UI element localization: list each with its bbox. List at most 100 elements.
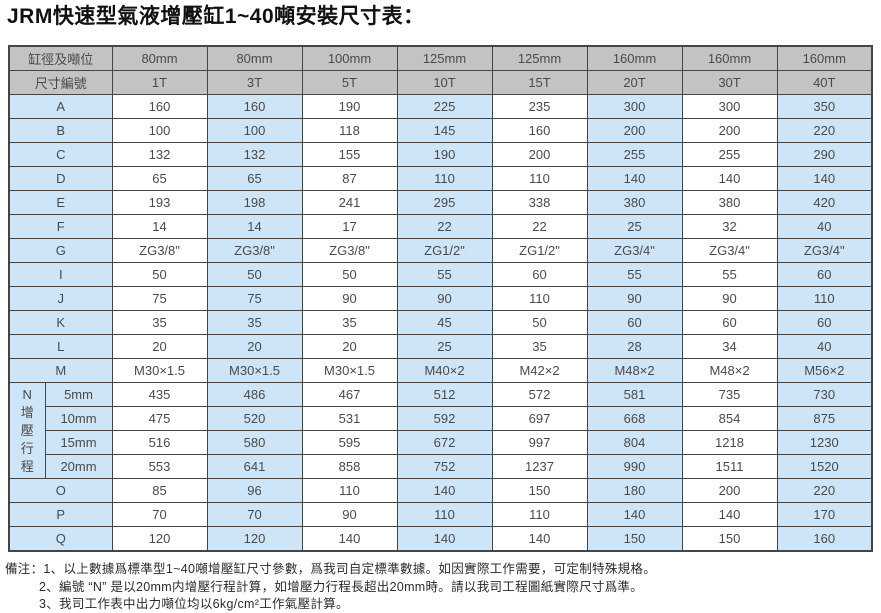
- value-cell: 1511: [681, 454, 778, 479]
- value-cell: 516: [111, 430, 208, 455]
- value-cell: 90: [681, 286, 778, 311]
- value-cell: 40: [776, 334, 873, 359]
- value-cell: 380: [681, 190, 778, 215]
- value-cell: 350: [776, 94, 873, 119]
- value-cell: 90: [586, 286, 683, 311]
- value-cell: 22: [396, 214, 493, 239]
- value-cell: 290: [776, 142, 873, 167]
- value-cell: 50: [206, 262, 303, 287]
- value-cell: 581: [586, 382, 683, 407]
- value-cell: 60: [491, 262, 588, 287]
- table-row: B 100 100 118 145 160 200 200 220: [8, 118, 873, 143]
- table-row: C 132 132 155 190 200 255 255 290: [8, 142, 873, 167]
- value-cell: 140: [301, 526, 398, 552]
- table-row: P 70 70 90 110 110 140 140 170: [8, 502, 873, 527]
- value-cell: 531: [301, 406, 398, 431]
- value-cell: 140: [586, 166, 683, 191]
- value-cell: 110: [396, 166, 493, 191]
- table-row: 缸徑及噸位 80mm 80mm 100mm 125mm 125mm 160mm 160mm 16…: [8, 45, 873, 71]
- header-label: 尺寸編號: [8, 70, 113, 95]
- value-cell: 22: [491, 214, 588, 239]
- value-cell: 110: [776, 286, 873, 311]
- value-cell: 1218: [681, 430, 778, 455]
- value-cell: 140: [776, 166, 873, 191]
- row-label: J: [8, 286, 113, 311]
- value-cell: 190: [396, 142, 493, 167]
- table-row: 20mm 553 641 858 752 1237 990 1511 1520: [9, 454, 873, 479]
- value-cell: 672: [396, 430, 493, 455]
- value-cell: 520: [206, 406, 303, 431]
- value-cell: 35: [301, 310, 398, 335]
- value-cell: ZG1/2": [491, 238, 588, 263]
- note-line-1: 備注：1、以上數據爲標準型1~40噸增壓缸尺寸參數，爲我司自定標準數據。如因實際…: [5, 561, 881, 579]
- value-cell: 1237: [491, 454, 588, 479]
- value-cell: 858: [301, 454, 398, 479]
- value-cell: 140: [396, 478, 493, 503]
- value-cell: 20: [301, 334, 398, 359]
- row-label: E: [8, 190, 113, 215]
- value-cell: 110: [301, 478, 398, 503]
- row-label: D: [8, 166, 113, 191]
- dimension-table: 缸徑及噸位 80mm 80mm 100mm 125mm 125mm 160mm 160mm 16…: [8, 45, 874, 552]
- notes-prefix: 備注：: [5, 562, 44, 576]
- value-cell: 40: [776, 214, 873, 239]
- table-container: 缸徑及噸位 80mm 80mm 100mm 125mm 125mm 160mm 160mm 16…: [8, 45, 881, 552]
- value-cell: 90: [396, 286, 493, 311]
- value-cell: M42×2: [491, 358, 588, 383]
- value-cell: 50: [111, 262, 208, 287]
- value-cell: 55: [586, 262, 683, 287]
- value-cell: 193: [111, 190, 208, 215]
- value-cell: 70: [111, 502, 208, 527]
- value-cell: 220: [776, 118, 873, 143]
- table-row: G ZG3/8" ZG3/8" ZG3/8" ZG1/2" ZG1/2" ZG3/4" ZG3…: [8, 238, 873, 263]
- value-cell: 87: [301, 166, 398, 191]
- table-row: K 35 35 35 45 50 60 60 60: [8, 310, 873, 335]
- header-cell: 40T: [776, 70, 873, 95]
- note-line-3: 3、我司工作表中出力噸位均以6kg/cm²工作氣壓計算。: [39, 597, 349, 611]
- value-cell: 35: [206, 310, 303, 335]
- stroke-label: 5mm: [44, 382, 113, 407]
- header-cell: 15T: [491, 70, 588, 95]
- table-row: 尺寸編號 1T 3T 5T 10T 15T 20T 30T 40T: [8, 70, 873, 95]
- value-cell: 110: [491, 502, 588, 527]
- header-cell: 160mm: [681, 45, 778, 71]
- value-cell: 150: [586, 526, 683, 552]
- value-cell: 110: [491, 286, 588, 311]
- value-cell: ZG3/8": [111, 238, 208, 263]
- row-label: B: [8, 118, 113, 143]
- table-row: I 50 50 50 55 60 55 55 60: [8, 262, 873, 287]
- row-label: Q: [8, 526, 113, 552]
- header-cell: 5T: [301, 70, 398, 95]
- value-cell: ZG3/8": [301, 238, 398, 263]
- value-cell: 198: [206, 190, 303, 215]
- stroke-label: 20mm: [44, 454, 113, 479]
- value-cell: 580: [206, 430, 303, 455]
- stroke-label: 10mm: [44, 406, 113, 431]
- value-cell: 155: [301, 142, 398, 167]
- value-cell: 553: [111, 454, 208, 479]
- header-cell: 3T: [206, 70, 303, 95]
- value-cell: 225: [396, 94, 493, 119]
- value-cell: 50: [491, 310, 588, 335]
- header-cell: 160mm: [776, 45, 873, 71]
- value-cell: 60: [776, 262, 873, 287]
- value-cell: 90: [301, 502, 398, 527]
- value-cell: 170: [776, 502, 873, 527]
- value-cell: 200: [586, 118, 683, 143]
- value-cell: M30×1.5: [301, 358, 398, 383]
- header-cell: 20T: [586, 70, 683, 95]
- row-label: M: [8, 358, 113, 383]
- value-cell: 467: [301, 382, 398, 407]
- value-cell: 300: [586, 94, 683, 119]
- value-cell: 200: [681, 118, 778, 143]
- value-cell: 180: [586, 478, 683, 503]
- value-cell: 17: [301, 214, 398, 239]
- value-cell: 595: [301, 430, 398, 455]
- row-label: K: [8, 310, 113, 335]
- value-cell: 486: [206, 382, 303, 407]
- value-cell: 28: [586, 334, 683, 359]
- value-cell: 160: [776, 526, 873, 552]
- n-section-label-text: N增壓行程: [20, 386, 34, 474]
- header-cell: 125mm: [491, 45, 588, 71]
- value-cell: ZG3/4": [776, 238, 873, 263]
